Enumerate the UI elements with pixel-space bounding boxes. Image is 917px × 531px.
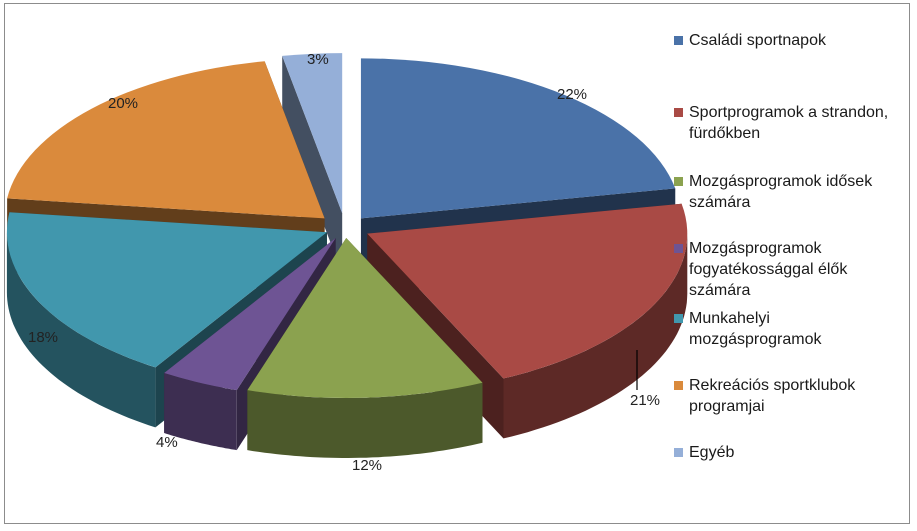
slice-top-face — [6, 212, 327, 368]
data-label-munkahelyi: 18% — [28, 329, 58, 346]
legend-item-csaladi: Családi sportnapok — [674, 30, 899, 51]
legend-item-fogyatekos: Mozgásprogramok fogyatékossággal élők sz… — [674, 238, 899, 301]
legend-swatch — [674, 36, 683, 45]
legend-swatch — [674, 244, 683, 253]
legend-label: Családi sportnapok — [689, 32, 826, 49]
legend-label: Egyéb — [689, 444, 735, 461]
legend-swatch — [674, 381, 683, 390]
data-label-fogyatekos: 4% — [156, 434, 178, 451]
slice-top-face — [247, 237, 483, 398]
slice-outer-wall — [503, 233, 688, 439]
slice-top-face — [360, 58, 676, 219]
legend-swatch — [674, 177, 683, 186]
slice-top-face — [282, 53, 343, 214]
legend-item-egyeb: Egyéb — [674, 442, 899, 463]
legend-label: Mozgásprogramok fogyatékossággal élők sz… — [689, 240, 848, 299]
data-label-csaladi: 22% — [557, 86, 587, 103]
legend-item-rekreacios: Rekreációs sportklubok programjai — [674, 375, 899, 417]
legend-item-strand: Sportprogramok a strandon, fürdőkben — [674, 102, 899, 144]
slice-side-wall — [282, 55, 343, 274]
pie-slice-egyeb — [282, 53, 343, 274]
legend-label: Sportprogramok a strandon, fürdőkben — [689, 104, 889, 142]
data-label-egyeb: 3% — [307, 51, 329, 68]
legend-swatch — [674, 108, 683, 117]
legend-label: Rekreációs sportklubok programjai — [689, 377, 856, 415]
legend-item-munkahelyi: Munkahelyi mozgásprogramok — [674, 308, 899, 350]
legend-swatch — [674, 314, 683, 323]
legend-item-idosek: Mozgásprogramok idősek számára — [674, 171, 899, 213]
pie-slice-idosek — [247, 237, 483, 458]
slice-outer-wall — [6, 232, 156, 428]
slice-top-face — [367, 203, 688, 379]
legend-label: Mozgásprogramok idősek számára — [689, 173, 873, 211]
legend-swatch — [674, 448, 683, 457]
slice-top-face — [7, 61, 325, 219]
data-label-strand: 21% — [630, 392, 660, 409]
slice-outer-wall — [164, 373, 237, 451]
slice-outer-wall — [247, 382, 483, 458]
data-label-idosek: 12% — [352, 457, 382, 474]
data-label-rekreacios: 20% — [108, 95, 138, 112]
slice-top-face — [164, 237, 336, 391]
legend-label: Munkahelyi mozgásprogramok — [689, 310, 822, 348]
